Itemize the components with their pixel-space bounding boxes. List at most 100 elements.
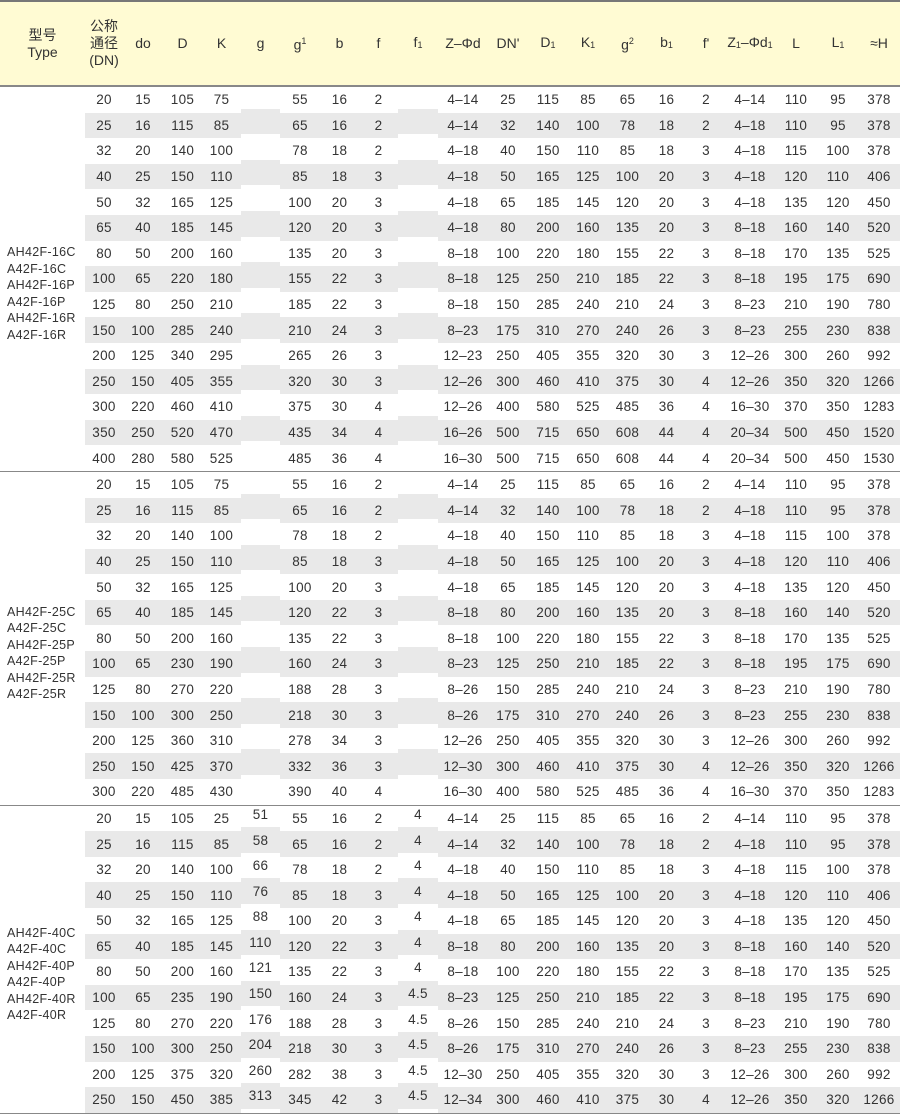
- table-cell: 195: [774, 984, 818, 1011]
- table-cell: 320: [818, 753, 858, 780]
- table-cell: 100: [496, 245, 520, 261]
- table-cell: 100: [826, 143, 850, 159]
- table-row: 100 65 230 190 160 24 3 8–23 125 250 210 185 22 3 8–18…: [0, 647, 900, 677]
- table-cell: 300: [784, 733, 808, 749]
- table-cell: 470: [202, 419, 241, 446]
- table-cell: 220: [123, 779, 163, 806]
- table-cell: 280: [123, 445, 163, 472]
- table-cell: 370: [774, 779, 818, 806]
- table-cell: 140: [818, 599, 858, 626]
- table-cell: 24: [658, 297, 675, 313]
- table-cell: 3: [374, 1015, 383, 1031]
- table-cell: 50: [488, 163, 528, 190]
- table-cell: 30: [320, 1035, 359, 1062]
- model-type: AH42F-25C: [7, 604, 76, 619]
- table-cell: 525: [202, 445, 241, 472]
- table-cell: 4.5: [398, 980, 438, 1007]
- table-cell: 80: [96, 964, 112, 980]
- table-cell: 2: [686, 831, 726, 857]
- table-cell: 121: [248, 960, 273, 976]
- table-cell: 350: [85, 419, 123, 446]
- table-cell: 525: [867, 630, 891, 646]
- table-cell: 4–18: [447, 913, 479, 929]
- table-cell: 150: [536, 528, 560, 544]
- table-cell: 160: [774, 214, 818, 241]
- table-cell: 95: [830, 810, 846, 826]
- table-cell: 3: [359, 266, 398, 292]
- table-cell: 285: [163, 317, 202, 343]
- table-cell: 375: [608, 368, 647, 395]
- table-cell: 140: [170, 528, 195, 544]
- table-cell: 320: [818, 1087, 858, 1114]
- table-cell: 20–34: [726, 445, 774, 472]
- header-col: f1: [413, 34, 423, 50]
- table-cell: 525: [576, 399, 600, 415]
- table-cell: 80: [488, 599, 528, 626]
- table-cell: 320: [818, 368, 858, 395]
- table-cell: 3: [374, 245, 383, 261]
- table-cell: 3: [686, 317, 726, 343]
- table-row: 40 25 150 110 76 85 18 3 4 4–18 50 165 125 100 20 3 4–18…: [0, 878, 900, 908]
- table-cell: 4–14: [734, 477, 766, 493]
- table-cell: 26: [647, 1035, 686, 1062]
- table-cell: 40: [500, 528, 516, 544]
- table-row: AH42F-16C A42F-16C AH42F-16P A42F-16P AH42F-…: [0, 86, 900, 472]
- table-cell: 385: [202, 1087, 241, 1114]
- table-cell: 65: [85, 933, 123, 960]
- table-cell: 65: [500, 194, 516, 210]
- table-cell: [241, 210, 280, 237]
- table-cell: 525: [568, 779, 608, 806]
- table-cell: 145: [576, 579, 600, 595]
- model-type: A42F-16R: [7, 327, 67, 342]
- table-cell: [398, 775, 438, 802]
- table-row: 300 220 485 430 390 40 4 16–30 400 580 525 485 36 4 16…: [0, 775, 900, 806]
- model-type: AH42F-40P: [7, 958, 76, 973]
- table-row: 200 125 360 310 278 34 3 12–26 250 405 355 320 30 3 12…: [0, 728, 900, 754]
- table-cell: 22: [320, 599, 359, 626]
- table-cell: 1283: [858, 779, 900, 806]
- table-cell: 34: [320, 419, 359, 446]
- table-cell: 715: [528, 419, 568, 446]
- table-cell: 100: [85, 984, 123, 1011]
- table-cell: 105: [170, 92, 195, 108]
- table-cell: 210: [209, 297, 234, 313]
- table-cell: 250: [496, 348, 520, 364]
- table-cell: 36: [320, 753, 359, 780]
- header-dn-cn1: 公称: [90, 18, 118, 34]
- table-cell: 185: [608, 266, 647, 292]
- table-cell: 135: [784, 194, 808, 210]
- table-cell: 125: [92, 297, 116, 313]
- table-cell: 20: [96, 92, 112, 108]
- table-cell: 690: [858, 984, 900, 1011]
- table-cell: 150: [496, 681, 520, 697]
- table-cell: 4–18: [726, 163, 774, 190]
- table-cell: 16–30: [730, 399, 770, 415]
- table-cell: 410: [209, 399, 234, 415]
- table-cell: 125: [568, 548, 608, 575]
- table-cell: 1530: [858, 445, 900, 472]
- header-type-cn: 型号: [28, 26, 57, 43]
- table-cell: 2: [374, 92, 383, 108]
- table-row: 125 80 270 220 176 188 28 3 4.5 8–26 150 285 240 210 2…: [0, 1010, 900, 1036]
- table-cell: 150: [163, 548, 202, 575]
- table-cell: 110: [774, 497, 818, 524]
- table-cell: 200: [92, 348, 116, 364]
- table-cell: 838: [858, 702, 900, 728]
- table-cell: 450: [818, 419, 858, 446]
- table-cell: 350: [818, 779, 858, 806]
- table-cell: 378: [867, 862, 891, 878]
- table-cell: 8–23: [734, 681, 766, 697]
- header-col: Z1–Φd1: [727, 34, 773, 50]
- table-cell: 25: [123, 882, 163, 908]
- table-cell: 3: [702, 528, 710, 544]
- table-cell: 25: [123, 548, 163, 575]
- table-cell: 345: [280, 1087, 320, 1114]
- table-cell: 4–14: [734, 92, 766, 108]
- table-cell: 150: [163, 882, 202, 908]
- table-row: 250 150 450 385 313 345 42 3 4.5 12–34 300 460 410 37…: [0, 1083, 900, 1114]
- table-cell: 170: [784, 630, 808, 646]
- table-cell: 120: [615, 913, 640, 929]
- table-cell: 125: [131, 348, 155, 364]
- table-cell: [241, 724, 280, 750]
